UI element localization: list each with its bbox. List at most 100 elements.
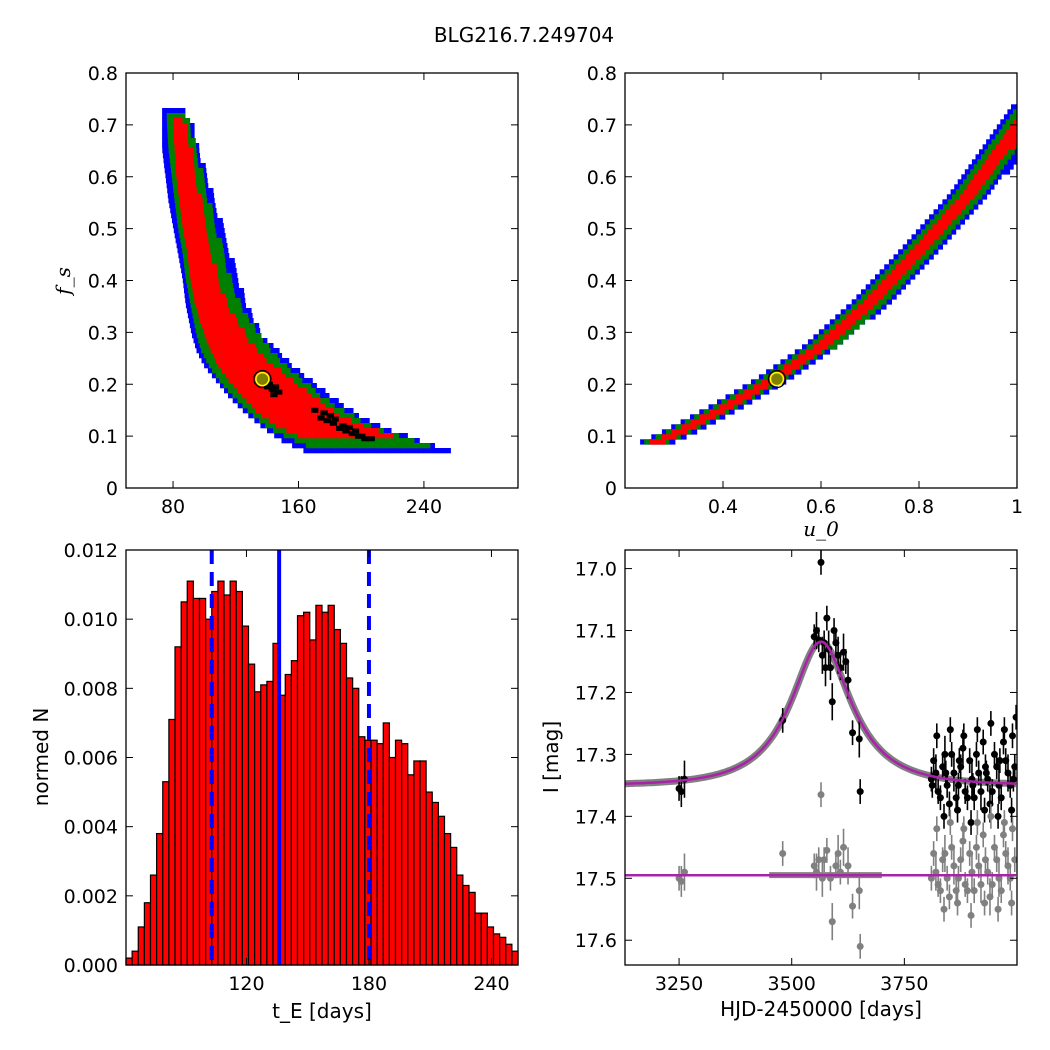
residual-point <box>677 877 685 885</box>
residual-point <box>826 874 834 882</box>
heatmap-cell-green <box>339 408 345 414</box>
residual-point <box>849 902 857 910</box>
heatmap-cell-red <box>744 389 750 395</box>
heatmap-cell-blue <box>295 368 301 374</box>
heatmap-cell-red <box>237 388 243 394</box>
heatmap-cell-red <box>255 408 261 414</box>
y-tick-label: 0.004 <box>64 817 118 839</box>
residual-point <box>946 819 954 827</box>
histogram-bar <box>180 601 188 966</box>
heatmap-cell-blue <box>233 278 239 284</box>
heatmap-cell-green <box>257 413 263 419</box>
heatmap-cell-green <box>199 343 205 349</box>
data-point <box>849 729 857 737</box>
heatmap-cell-red <box>243 338 249 344</box>
heatmap-cell-green <box>204 218 210 224</box>
heatmap-cell-red <box>225 373 230 379</box>
heatmap-cell-red <box>245 343 251 349</box>
y-axis-label: normed N <box>29 708 53 807</box>
heatmap-cell-red <box>289 423 295 429</box>
heatmap-cell-green <box>174 193 179 199</box>
heatmap-cell-red <box>292 408 298 414</box>
heatmap-cell-blue <box>993 129 999 135</box>
heatmap-cell-blue <box>979 149 985 155</box>
heatmap-cell-green <box>879 274 886 280</box>
heatmap-cell-green <box>253 413 258 419</box>
heatmap-cell-blue <box>211 208 217 214</box>
heatmap-cell-red <box>195 303 201 309</box>
heatmap-cell-blue <box>268 343 274 349</box>
heatmap-cell-red <box>200 283 206 289</box>
heatmap-cell-red <box>941 214 947 220</box>
heatmap-cell-blue <box>755 394 761 400</box>
residual-point <box>981 899 989 907</box>
heatmap-cell-blue <box>194 148 200 154</box>
heatmap-cell-red <box>236 353 241 359</box>
residual-point <box>943 874 951 882</box>
heatmap-cell-red <box>238 358 244 364</box>
heatmap-cell-green <box>763 374 769 380</box>
heatmap-cell-red <box>1014 124 1017 130</box>
heatmap-cell-green <box>947 199 953 205</box>
heatmap-cell-green <box>242 398 247 404</box>
heatmap-cell-red <box>184 203 190 209</box>
histogram-bar <box>156 832 164 966</box>
heatmap-cell-green <box>950 224 956 230</box>
heatmap-cell-green <box>979 184 985 190</box>
heatmap-cell-green <box>198 338 204 344</box>
heatmap-cell-blue <box>234 288 240 294</box>
heatmap-cell-red <box>181 218 187 224</box>
heatmap-cell-red <box>250 363 256 369</box>
heatmap-cell-red <box>178 133 184 139</box>
heatmap-cell-blue <box>942 199 948 205</box>
histogram-bar <box>315 604 323 966</box>
heatmap-cell-green <box>859 319 865 325</box>
heatmap-cell-blue <box>171 213 176 219</box>
heatmap-cell-blue <box>640 439 646 445</box>
heatmap-cell-red <box>302 413 308 419</box>
heatmap-cell-red <box>886 274 892 280</box>
heatmap-cell-green <box>205 348 211 354</box>
heatmap-cell-blue <box>915 229 922 235</box>
heatmap-cell-blue <box>169 203 175 209</box>
heatmap-cell-blue <box>813 334 819 340</box>
heatmap-cell-red <box>235 368 241 374</box>
heatmap-cell-red <box>200 223 206 229</box>
heatmap-cell-blue <box>187 313 193 319</box>
heatmap-cell-red <box>214 283 220 289</box>
heatmap-cell-red <box>283 383 289 389</box>
heatmap-cell-green <box>326 438 332 444</box>
y-tick-label: 0.3 <box>587 322 617 344</box>
heatmap-cell-red <box>315 433 321 439</box>
heatmap-cell-blue <box>329 398 335 404</box>
heatmap-cell-red <box>219 348 225 354</box>
heatmap-cell-red <box>310 433 316 439</box>
heatmap-cell-green <box>168 143 174 149</box>
heatmap-cell-red <box>199 273 205 279</box>
heatmap-cell-red <box>919 239 925 245</box>
heatmap-cell-green <box>193 163 199 169</box>
heatmap-cell-blue <box>690 414 696 420</box>
heatmap-cell-blue <box>246 308 252 314</box>
heatmap-cell-blue <box>363 448 369 454</box>
heatmap-cell-red <box>210 308 216 314</box>
heatmap-cell-green <box>166 113 172 119</box>
heatmap-cell-red <box>296 418 302 424</box>
heatmap-cell-red <box>905 254 911 260</box>
heatmap-cell-blue <box>372 448 378 454</box>
heatmap-cell-red <box>881 279 888 285</box>
heatmap-cell-red <box>174 138 179 144</box>
heatmap-cell-green <box>818 334 824 340</box>
heatmap-cell-blue <box>386 428 392 434</box>
histogram-bar <box>223 594 231 966</box>
heatmap-cell-blue <box>178 253 184 259</box>
heatmap-cell-green <box>1002 124 1008 130</box>
heatmap-cell-red <box>303 423 309 429</box>
heatmap-cell-blue <box>835 314 841 320</box>
heatmap-cell-red <box>817 344 824 350</box>
heatmap-cell-green <box>248 338 254 344</box>
heatmap-cell-red <box>199 278 205 284</box>
heatmap-cell-blue <box>185 303 191 309</box>
heatmap-cell-red <box>173 128 179 134</box>
heatmap-cell-red <box>851 309 858 315</box>
